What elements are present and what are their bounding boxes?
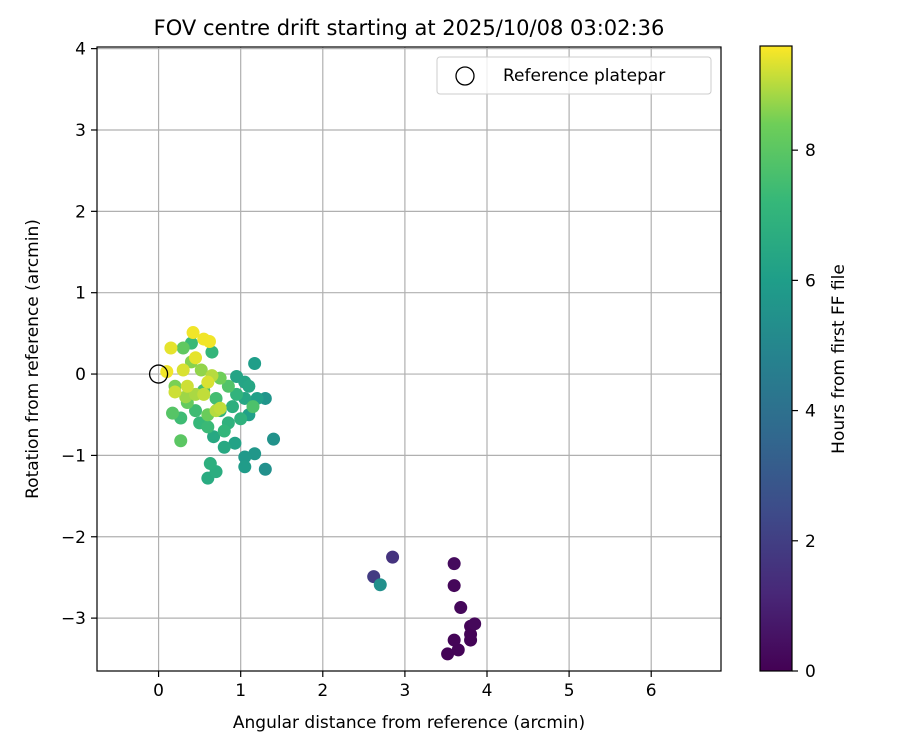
- data-point: [209, 391, 223, 405]
- reference-platepar-marker: [148, 364, 169, 384]
- data-point: [201, 420, 215, 434]
- data-point: [207, 430, 221, 444]
- x-tick-label: 5: [564, 681, 575, 701]
- data-point: [258, 462, 272, 476]
- data-point: [174, 434, 188, 448]
- data-point: [213, 401, 227, 415]
- legend-box: [436, 56, 712, 95]
- colorbar: [759, 45, 793, 672]
- colorbar-tick-label: 6: [805, 271, 816, 291]
- data-point: [189, 404, 203, 418]
- data-point: [164, 341, 178, 355]
- data-point: [238, 460, 252, 474]
- data-point: [447, 579, 461, 593]
- data-point: [230, 387, 244, 401]
- x-tick-label: 0: [153, 681, 164, 701]
- data-point: [194, 363, 208, 377]
- colorbar-ticks: 0 2 4 6 8: [792, 141, 816, 682]
- data-point: [189, 351, 203, 365]
- y-tick-label: 0: [75, 365, 86, 385]
- data-point: [441, 647, 455, 661]
- data-point: [205, 345, 219, 359]
- data-point: [234, 412, 248, 426]
- data-point: [197, 387, 211, 401]
- colorbar-tick-label: 8: [805, 141, 816, 161]
- x-tick-label: 3: [399, 681, 410, 701]
- data-point: [203, 457, 217, 471]
- y-axis-ticks: −3 −2 −1 0 1 2 3 4: [61, 40, 97, 629]
- data-points: [160, 326, 482, 661]
- y-tick-label: 4: [75, 40, 86, 60]
- y-tick-label: 2: [75, 202, 86, 222]
- colorbar-tick-label: 4: [805, 402, 816, 422]
- data-point: [225, 400, 239, 414]
- x-axis-label: Angular distance from reference (arcmin): [233, 713, 585, 733]
- legend-entry-label: Reference platepar: [503, 66, 665, 86]
- x-tick-label: 6: [646, 681, 657, 701]
- data-point: [166, 406, 180, 420]
- y-tick-label: 1: [75, 284, 86, 304]
- data-point: [386, 550, 400, 564]
- data-point: [248, 356, 262, 370]
- data-point: [447, 633, 461, 647]
- x-tick-label: 1: [235, 681, 246, 701]
- data-point: [221, 379, 235, 393]
- y-tick-label: −3: [61, 609, 86, 629]
- data-point: [228, 436, 242, 450]
- data-point: [176, 363, 190, 377]
- colorbar-tick-label: 0: [805, 662, 816, 682]
- data-point: [176, 341, 190, 355]
- x-tick-label: 4: [482, 681, 493, 701]
- data-point: [248, 447, 262, 461]
- x-axis-ticks: 0 1 2 3 4 5 6: [153, 671, 657, 701]
- data-point: [217, 424, 231, 438]
- y-tick-label: −1: [61, 446, 86, 466]
- data-point: [373, 578, 387, 592]
- data-point: [454, 601, 468, 615]
- data-point: [246, 400, 260, 414]
- y-tick-label: 3: [75, 121, 86, 141]
- data-point: [468, 617, 482, 631]
- y-tick-label: −2: [61, 528, 86, 548]
- data-point: [238, 450, 252, 464]
- data-point: [201, 375, 215, 389]
- data-point: [217, 440, 231, 454]
- chart-title: FOV centre drift starting at 2025/10/08 …: [154, 16, 665, 40]
- data-point: [242, 379, 256, 393]
- colorbar-tick-label: 2: [805, 532, 816, 552]
- data-point: [186, 326, 200, 340]
- legend: Reference platepar: [436, 56, 712, 95]
- data-point: [267, 432, 281, 446]
- colorbar-label: Hours from first FF file: [829, 264, 849, 454]
- data-point: [447, 557, 461, 571]
- y-axis-label: Rotation from reference (arcmin): [23, 219, 43, 499]
- x-tick-label: 2: [317, 681, 328, 701]
- data-point: [451, 643, 465, 657]
- data-point: [202, 335, 216, 349]
- legend-marker: [455, 66, 475, 86]
- data-point: [180, 379, 194, 393]
- data-point: [168, 385, 182, 399]
- plot-frame: [96, 46, 722, 672]
- data-point: [179, 390, 193, 404]
